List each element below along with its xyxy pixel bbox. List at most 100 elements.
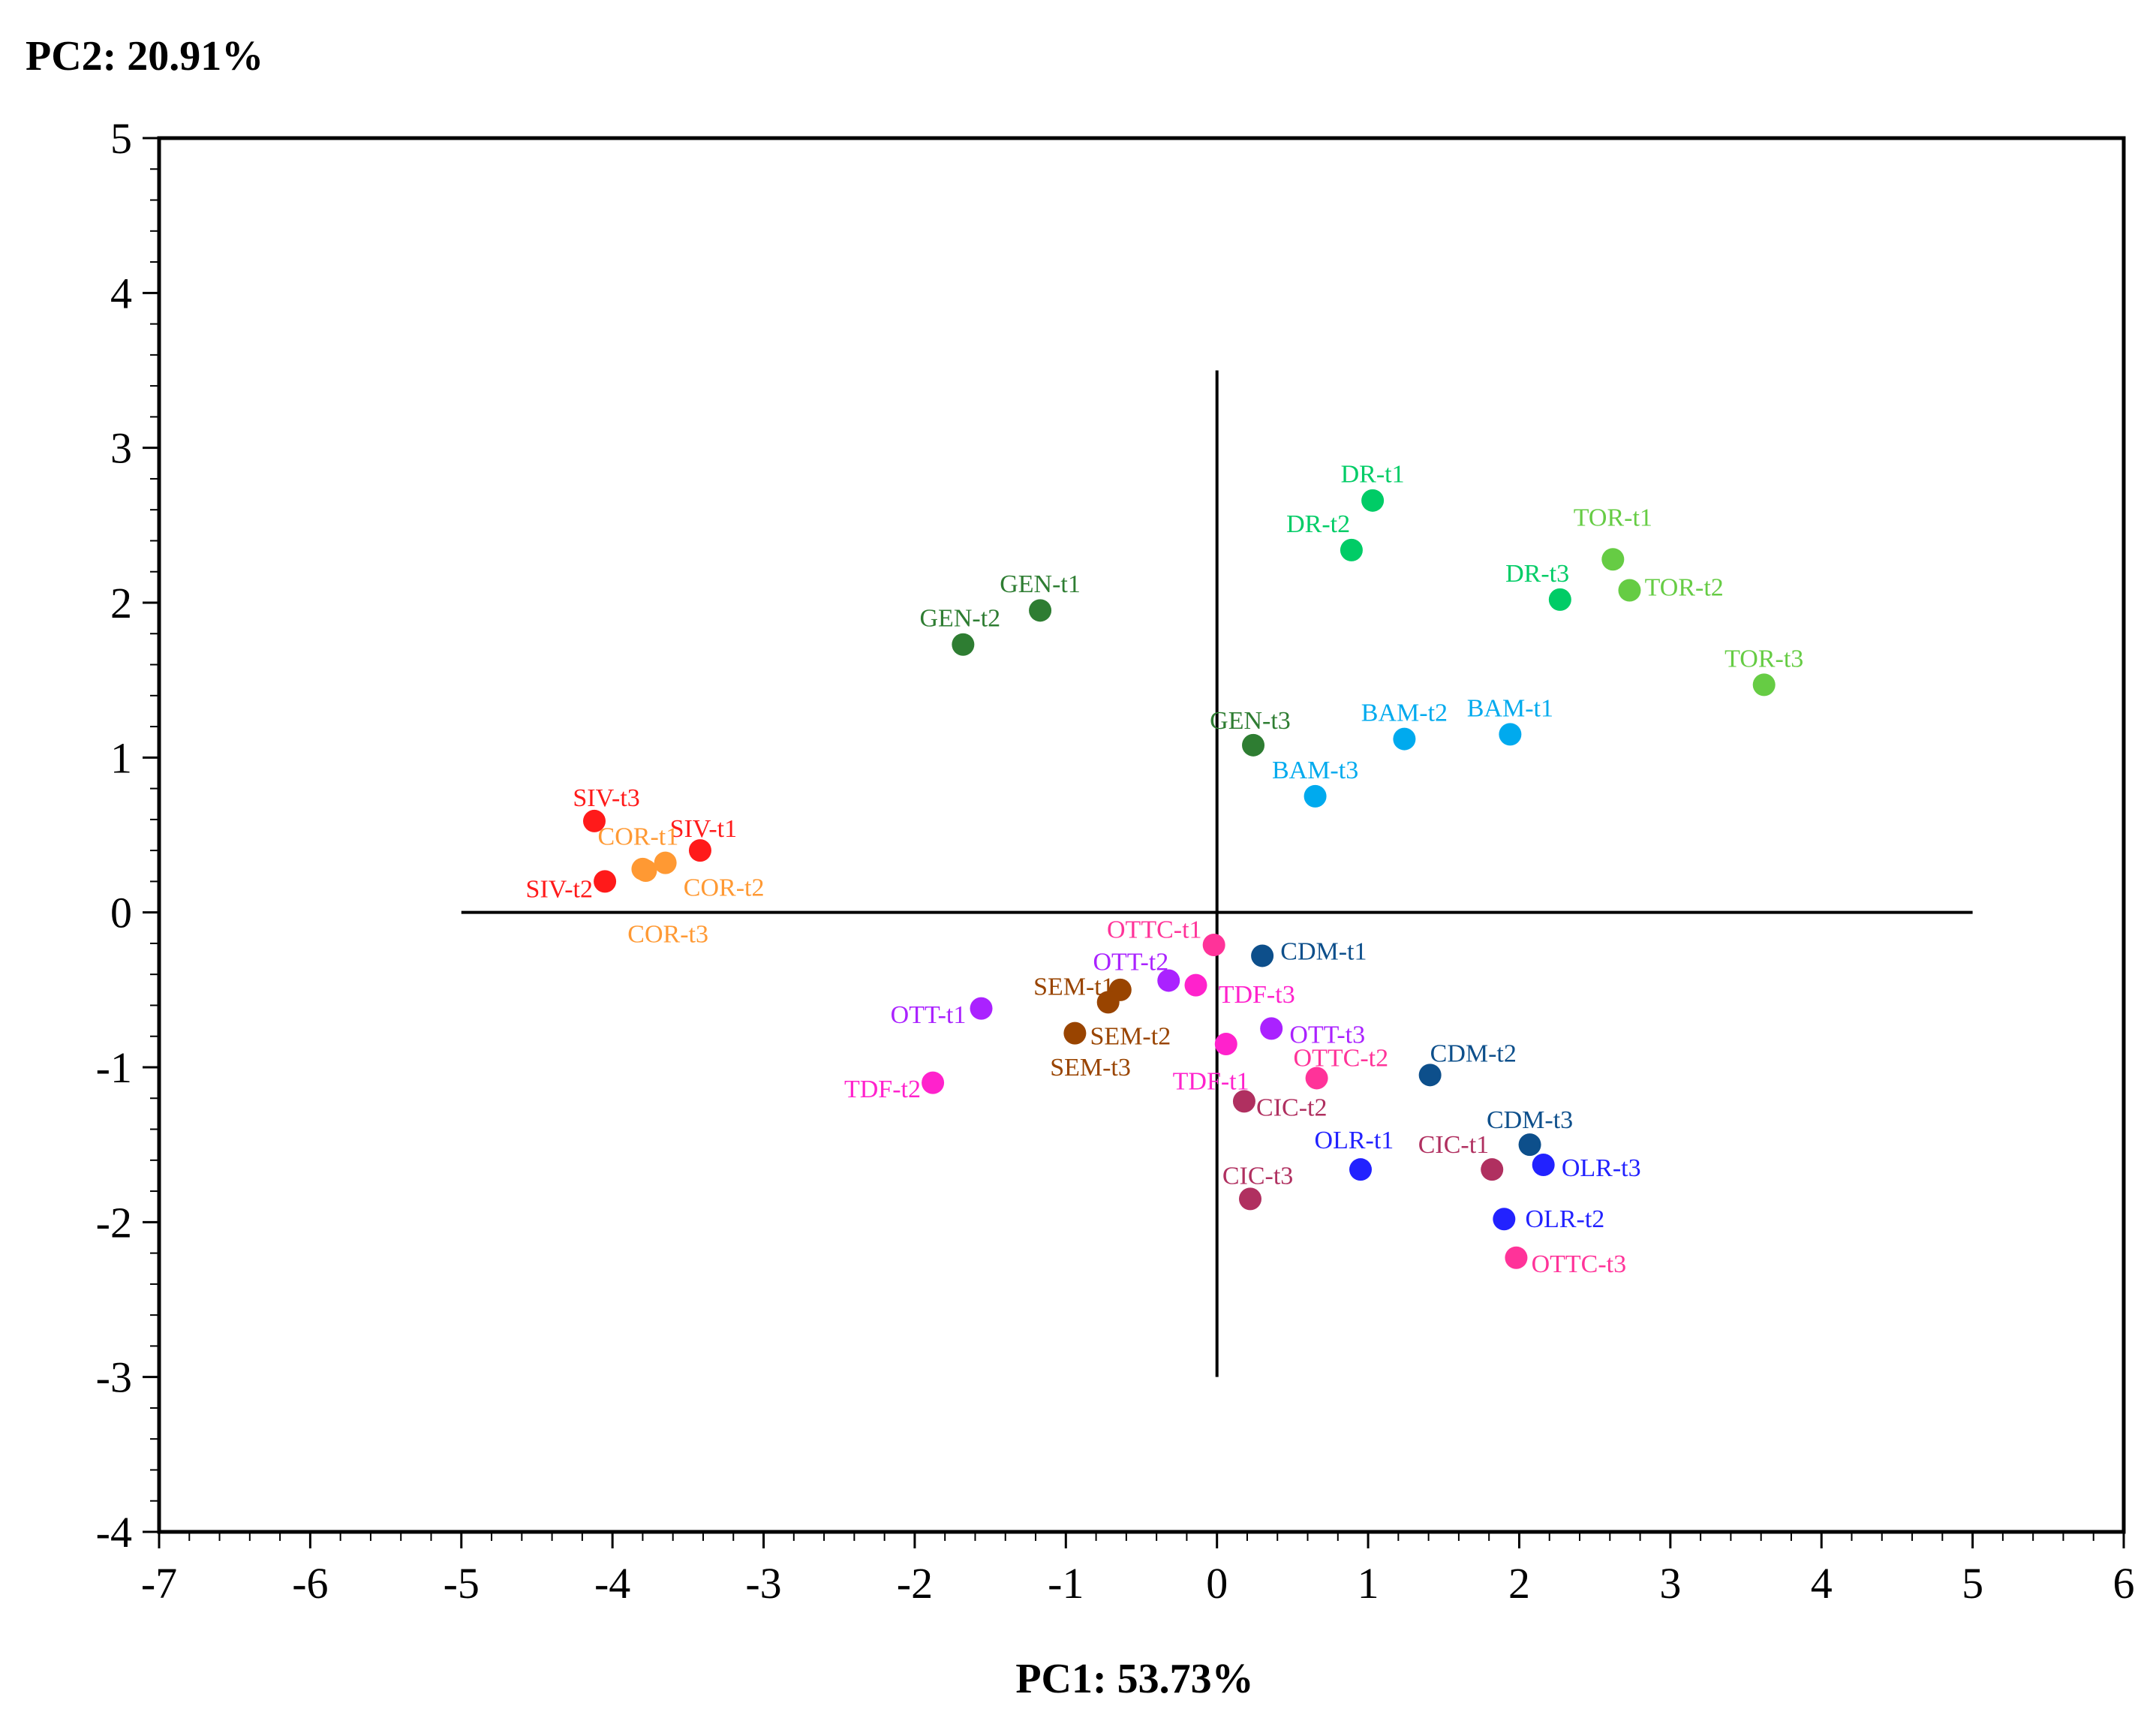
x-tick-label: 3 (1659, 1559, 1681, 1608)
data-point (1305, 1067, 1328, 1090)
point-label: CIC-t1 (1418, 1131, 1489, 1159)
axis-ticks: -7 -6 -5 -4 -3 -2 -1 0 1 2 3 4 5 6 5 4 3 2 1 0 -1 -2 -3 -4 (96, 114, 2135, 1608)
data-point (1393, 727, 1416, 751)
data-point (1063, 1021, 1087, 1045)
data-point (1418, 1064, 1442, 1087)
point-label: BAM-t1 (1467, 694, 1553, 722)
y-axis-title: PC2: 20.91% (26, 33, 263, 80)
point-label: SIV-t1 (670, 815, 737, 843)
point-label: OTT-t1 (891, 1001, 967, 1029)
point-label: CDM-t2 (1430, 1040, 1517, 1067)
data-point (1349, 1158, 1373, 1181)
point-label: CDM-t3 (1487, 1106, 1573, 1134)
data-point (1499, 723, 1522, 746)
data-point (1518, 1133, 1541, 1157)
data-point (594, 870, 617, 893)
data-point (582, 809, 606, 832)
point-label: OLR-t3 (1562, 1154, 1641, 1182)
point-label: SIV-t2 (526, 876, 593, 904)
x-tick-label: -2 (897, 1559, 933, 1608)
x-tick-label: -6 (292, 1559, 328, 1608)
data-point (1184, 973, 1207, 997)
data-point (1242, 733, 1265, 757)
x-axis-title: PC1: 53.73% (1015, 1656, 1253, 1702)
data-point (1481, 1158, 1504, 1181)
y-tick-label: -2 (96, 1198, 132, 1247)
point-label: OTTC-t1 (1107, 916, 1202, 943)
point-label: COR-t3 (627, 921, 708, 949)
data-point (970, 997, 993, 1020)
y-tick-label: -3 (96, 1353, 132, 1402)
y-tick-label: 5 (110, 114, 132, 163)
point-label: OTT-t2 (1093, 949, 1168, 976)
point-label: OTTC-t2 (1294, 1045, 1389, 1073)
point-label: OTT-t3 (1289, 1021, 1365, 1049)
data-point (1601, 548, 1625, 571)
point-label: DR-t1 (1341, 461, 1405, 489)
y-tick-label: 4 (110, 269, 132, 317)
point-label: GEN-t2 (920, 605, 1001, 633)
y-tick-label: 3 (110, 424, 132, 473)
data-point (1340, 538, 1363, 561)
x-tick-label: -7 (141, 1559, 177, 1608)
plot-frame (157, 136, 2126, 1534)
point-label: TDF-t2 (844, 1076, 921, 1103)
point-label: DR-t2 (1286, 510, 1350, 538)
data-point (1232, 1090, 1255, 1113)
y-tick-label: -4 (96, 1508, 132, 1557)
point-label: SEM-t3 (1050, 1054, 1131, 1082)
origin-crosshair (461, 370, 1973, 1377)
x-tick-label: 6 (2113, 1559, 2135, 1608)
data-point (1361, 489, 1385, 512)
x-tick-label: 0 (1206, 1559, 1228, 1608)
point-label: COR-t2 (684, 874, 765, 902)
data-point (1304, 784, 1327, 808)
point-label: CDM-t1 (1280, 937, 1367, 965)
point-label: BAM-t2 (1361, 699, 1448, 727)
data-point (1096, 991, 1120, 1014)
point-label: OTTC-t3 (1532, 1250, 1627, 1278)
data-point (1618, 579, 1641, 602)
data-point (654, 851, 677, 874)
data-point (1157, 969, 1180, 992)
point-label: SEM-t1 (1033, 973, 1114, 1001)
point-label: TDF-t3 (1219, 981, 1295, 1009)
data-point (952, 633, 975, 656)
point-label: TOR-t1 (1574, 504, 1652, 532)
point-label: COR-t1 (598, 823, 679, 851)
y-tick-label: 0 (110, 889, 132, 937)
point-label: GEN-t3 (1210, 707, 1291, 735)
data-point (1214, 1033, 1237, 1056)
data-point (1532, 1153, 1555, 1176)
point-label: CIC-t3 (1222, 1162, 1293, 1190)
y-tick-label: 2 (110, 579, 132, 627)
point-label: SEM-t2 (1090, 1023, 1171, 1051)
point-label: TDF-t1 (1173, 1068, 1249, 1096)
data-points (582, 489, 1776, 1269)
x-tick-label: -3 (745, 1559, 781, 1608)
x-tick-label: 4 (1811, 1559, 1833, 1608)
data-point (1752, 673, 1776, 697)
x-tick-label: 2 (1508, 1559, 1530, 1608)
data-point (1238, 1187, 1261, 1211)
point-label: CIC-t2 (1256, 1094, 1327, 1122)
point-label: OLR-t1 (1315, 1127, 1394, 1154)
point-label: BAM-t3 (1272, 757, 1358, 784)
data-point (688, 839, 711, 862)
data-point (1260, 1017, 1283, 1040)
point-label: DR-t3 (1505, 560, 1569, 588)
data-point (922, 1071, 945, 1094)
data-point (1548, 588, 1571, 611)
point-label: OLR-t2 (1526, 1205, 1605, 1233)
point-label: TOR-t3 (1724, 645, 1803, 672)
data-point (1505, 1246, 1528, 1269)
point-label: TOR-t2 (1645, 573, 1724, 601)
point-label: SIV-t3 (573, 784, 639, 812)
data-point (1202, 933, 1225, 956)
x-tick-label: -1 (1048, 1559, 1084, 1608)
data-point (1251, 944, 1274, 967)
x-tick-label: 5 (1962, 1559, 1983, 1608)
x-tick-label: -5 (444, 1559, 480, 1608)
